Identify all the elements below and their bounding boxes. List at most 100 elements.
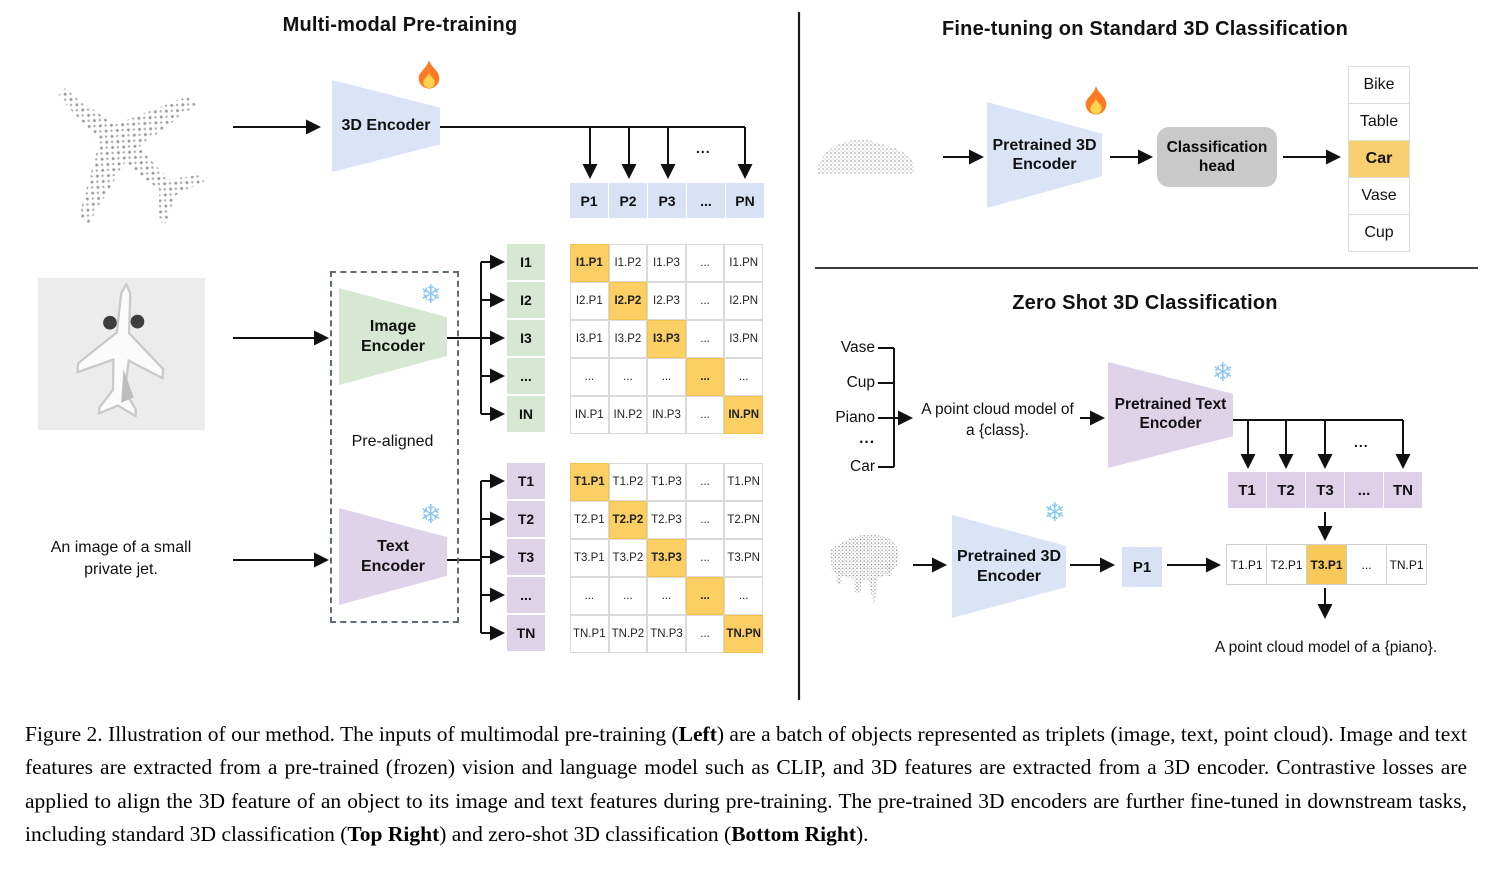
cell: P1 [570, 183, 608, 218]
snowflake-icon: ❄ [420, 280, 442, 310]
image-point-similarity-matrix: I1.P1 I1.P2 I1.P3... I1.PN I2.P1 I2.P2 I2.P3..… [570, 244, 763, 434]
matrix-cell: I2.PN [724, 282, 763, 320]
text-point-similarity-matrix: T1.P1 T1.P2 T1.P3... T1.PN T2.P1 T2.P2 T2.P3..… [570, 463, 763, 653]
cell: T2.P1 [1266, 544, 1307, 585]
matrix-cell: T2.PN [724, 501, 763, 539]
jet-caption: An image of a small private jet. [20, 537, 222, 580]
zs-class-piano: Piano [835, 409, 875, 426]
caption-segment: Figure 2. Illustration of our method. Th… [25, 722, 679, 746]
matrix-cell: I1.P3 [647, 244, 686, 282]
top-right-title: Fine-tuning on Standard 3D Classificatio… [941, 18, 1348, 40]
cell: IN [507, 396, 545, 432]
matrix-cell: T3.P1 [570, 539, 609, 577]
matrix-cell: TN.P2 [608, 615, 648, 653]
zs-class-ellipsis: ... [859, 430, 875, 447]
matrix-cell: ... [608, 577, 648, 615]
cell: Cup [1348, 214, 1410, 252]
matrix-cell: I3.P3 [647, 320, 686, 358]
text-feature-column: T1 T2 T3... TN [507, 463, 545, 653]
classification-result-list: Bike Table Car Vase Cup [1348, 66, 1410, 252]
matrix-cell: T2.P1 [570, 501, 609, 539]
cell: T1.P1 [1226, 544, 1267, 585]
matrix-cell: ... [685, 539, 725, 577]
matrix-cell: IN.P1 [570, 396, 609, 434]
matrix-cell: I1.P1 [570, 244, 609, 282]
cell: ... [1345, 472, 1383, 508]
branch-ellipsis-zs: ... [1354, 434, 1369, 450]
zs-text-feature-row: T1 T2 T3... TN [1228, 472, 1422, 508]
image-feature-column: I1 I2 I3... IN [507, 244, 545, 434]
matrix-cell: ... [685, 320, 725, 358]
matrix-cell: ... [685, 282, 725, 320]
cell: Table [1348, 103, 1410, 141]
matrix-cell: T1.P1 [570, 463, 609, 501]
caption-segment: ) and zero-shot 3D classification ( [439, 821, 732, 846]
zs-prompt-line2: a {class}. [966, 421, 1029, 439]
classification-head: Classification head [1157, 127, 1277, 187]
prealigned-box [330, 271, 459, 623]
prealigned-label: Pre-aligned [351, 433, 434, 450]
matrix-cell: I2.P1 [570, 282, 609, 320]
matrix-cell: ... [608, 358, 648, 396]
matrix-cell: ... [724, 358, 763, 396]
pretrained-text-encoder-label: Pretrained Text Encoder [1114, 396, 1227, 432]
cell: ... [1346, 544, 1387, 585]
matrix-cell: IN.PN [724, 396, 763, 434]
zs-prompt: A point cloud model of a {class}. [915, 400, 1080, 442]
matrix-cell: ... [685, 577, 725, 615]
matrix-cell: T2.P2 [608, 501, 648, 539]
fire-icon [415, 60, 443, 97]
matrix-cell: ... [724, 577, 763, 615]
matrix-cell: T2.P3 [647, 501, 686, 539]
jet-caption-line1: An image of a small [50, 539, 192, 556]
matrix-cell: I3.P1 [570, 320, 609, 358]
caption-bold-segment: Left [678, 722, 717, 746]
airplane-point-cloud [35, 52, 210, 247]
zs-result-text: A point cloud model of a {piano}. [1214, 639, 1438, 656]
matrix-cell: ... [570, 358, 609, 396]
cell: Bike [1348, 66, 1410, 104]
matrix-cell: ... [570, 577, 609, 615]
cell: T2 [1267, 472, 1305, 508]
snowflake-icon: ❄ [1212, 358, 1234, 388]
cell: ... [507, 577, 545, 613]
image-encoder-label: Image Encoder [360, 318, 425, 355]
cell: T2 [507, 501, 545, 537]
matrix-cell: ... [685, 358, 725, 396]
matrix-cell: T3.PN [724, 539, 763, 577]
figure-caption: Figure 2. Illustration of our method. Th… [25, 718, 1467, 851]
cell: P3 [648, 183, 686, 218]
snowflake-icon: ❄ [1044, 498, 1066, 528]
matrix-cell: TN.PN [724, 615, 763, 653]
matrix-cell: IN.P2 [608, 396, 648, 434]
zs-class-vase: Vase [840, 339, 875, 356]
zs-class-car: Car [850, 458, 875, 475]
classification-head-label: Classification head [1166, 138, 1268, 175]
branch-ellipsis-left: ... [696, 140, 711, 156]
cell: T1 [507, 463, 545, 499]
cell: Vase [1348, 177, 1410, 215]
snowflake-icon: ❄ [420, 500, 442, 530]
piano-point-cloud [820, 524, 908, 613]
matrix-cell: T1.P3 [647, 463, 686, 501]
fire-icon [1082, 86, 1110, 123]
matrix-cell: I2.P3 [647, 282, 686, 320]
matrix-cell: ... [685, 463, 725, 501]
jet-caption-line2: private jet. [84, 560, 158, 578]
cell: ... [507, 358, 545, 394]
encoder-3d-label: 3D Encoder [341, 117, 431, 135]
cell: TN.P1 [1386, 544, 1427, 585]
cell: I1 [507, 244, 545, 280]
matrix-cell: T1.P2 [608, 463, 648, 501]
matrix-cell: ... [685, 396, 725, 434]
caption-segment: ) are a batch of objects represented as … [25, 722, 1467, 846]
cell: TN [507, 615, 545, 651]
cell: T3.P1 [1306, 544, 1347, 585]
cell: T1 [1228, 472, 1266, 508]
matrix-cell: TN.P1 [570, 615, 609, 653]
cell: PN [726, 183, 764, 218]
caption-bold-segment: Top Right [347, 821, 440, 846]
zs-p1-cell: P1 [1122, 547, 1162, 587]
matrix-cell: I2.P2 [608, 282, 648, 320]
